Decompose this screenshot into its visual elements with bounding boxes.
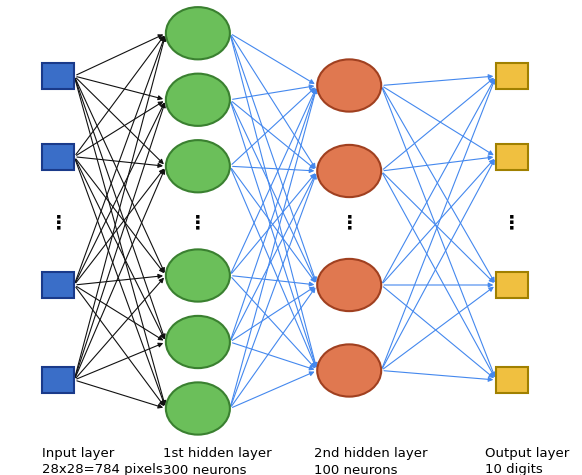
Text: Output layer
10 digits: Output layer 10 digits	[484, 446, 569, 475]
Text: Input layer
28x28=784 pixels: Input layer 28x28=784 pixels	[42, 446, 163, 475]
Circle shape	[317, 145, 381, 197]
Circle shape	[317, 59, 381, 112]
Circle shape	[166, 74, 230, 126]
Circle shape	[317, 259, 381, 311]
FancyBboxPatch shape	[42, 367, 74, 393]
FancyBboxPatch shape	[496, 143, 528, 170]
Text: ⋮: ⋮	[48, 214, 68, 233]
Circle shape	[166, 140, 230, 192]
FancyBboxPatch shape	[496, 63, 528, 89]
Circle shape	[166, 316, 230, 368]
Text: ⋮: ⋮	[339, 214, 359, 233]
Text: 1st hidden layer
300 neurons: 1st hidden layer 300 neurons	[163, 446, 272, 475]
FancyBboxPatch shape	[42, 63, 74, 89]
FancyBboxPatch shape	[42, 272, 74, 298]
Circle shape	[166, 7, 230, 59]
Circle shape	[166, 382, 230, 435]
FancyBboxPatch shape	[42, 143, 74, 170]
Circle shape	[166, 249, 230, 302]
Circle shape	[317, 344, 381, 397]
Text: 2nd hidden layer
100 neurons: 2nd hidden layer 100 neurons	[314, 446, 428, 475]
Text: ⋮: ⋮	[502, 214, 522, 233]
FancyBboxPatch shape	[496, 272, 528, 298]
FancyBboxPatch shape	[496, 367, 528, 393]
Text: ⋮: ⋮	[188, 214, 208, 233]
